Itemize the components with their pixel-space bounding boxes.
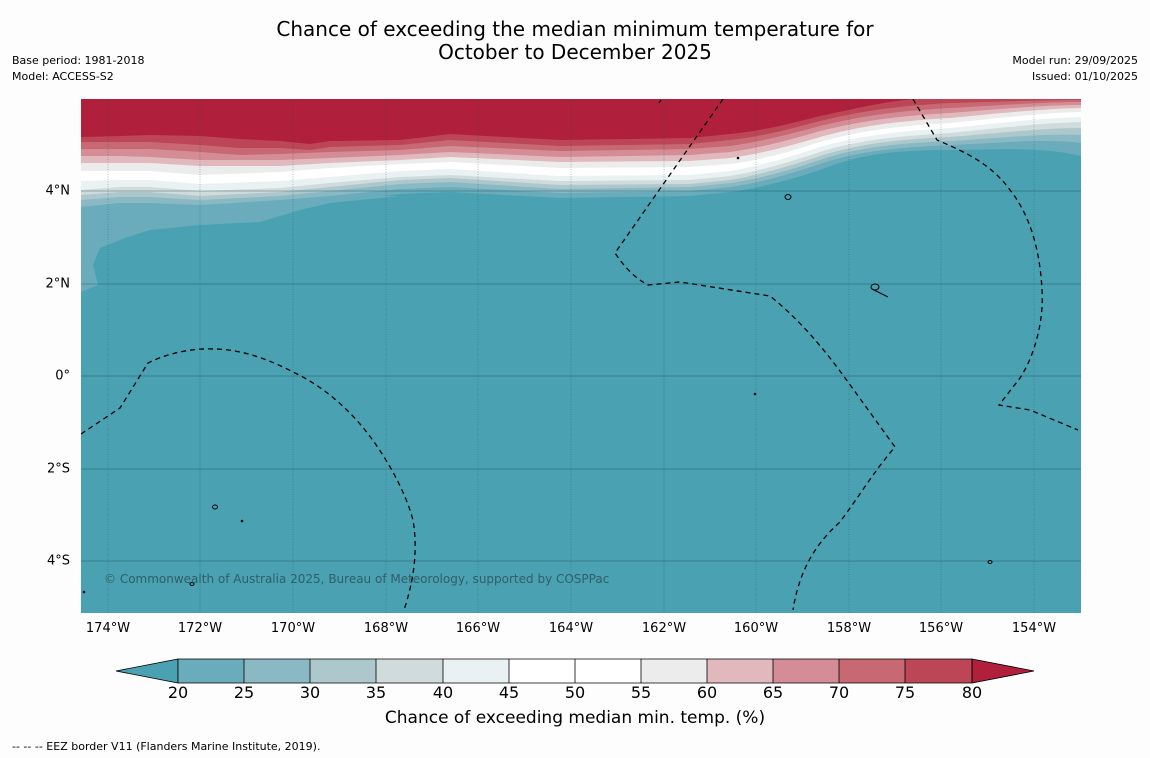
island [871,288,889,298]
island [784,194,792,200]
colorbar-bin [707,659,773,683]
colorbar-dividers [177,658,973,684]
eez-border-top [658,99,662,104]
graticule [107,99,1035,613]
model-run: Model run: 29/09/2025 [1012,54,1138,67]
title-line-1: Chance of exceeding the median minimum t… [276,17,874,41]
colorbar-lower-arrow [115,658,179,684]
colorbar-bin [839,659,905,683]
copyright-notice: © Commonwealth of Australia 2025, Bureau… [104,572,610,586]
colorbar-tick: 35 [365,683,387,702]
lon-tick: 166°W [455,621,501,636]
colorbar-bin [773,659,839,683]
colorbar-bin [905,659,972,683]
lat-tick: 2°N [45,276,71,292]
colorbar-tick: 60 [696,683,718,702]
colorbar-bin [443,659,509,683]
colorbar-tick: 80 [961,683,983,702]
lon-tick: 168°W [363,621,409,636]
colorbar-tick: 50 [564,683,586,702]
probability-field [81,99,1081,613]
eez-borders [81,99,1079,611]
lon-tick: 160°W [733,621,779,636]
lon-tick: 162°W [641,621,687,636]
lon-tick: 170°W [270,621,316,636]
lon-tick: 164°W [548,621,594,636]
colorbar-tick: 45 [498,683,520,702]
eez-footnote: -- -- -- EEZ border V11 (Flanders Marine… [12,740,321,753]
island [736,156,740,160]
eez-border-west [81,348,416,611]
colorbar-bin [178,659,244,683]
colorbar-label: Chance of exceeding median min. temp. (%… [384,708,766,728]
lon-tick: 172°W [177,621,223,636]
lat-tick: 0° [55,368,70,384]
colorbar-tick: 55 [630,683,652,702]
colorbar-bin [641,659,707,683]
colorbar-tick: 40 [432,683,454,702]
island [212,504,218,510]
eez-border-central [614,99,896,611]
base-period: Base period: 1981-2018 [12,54,145,67]
lat-tick: 4°N [45,183,71,199]
island [189,582,195,586]
issued-date: Issued: 01/10/2025 [1031,70,1138,83]
island [240,519,244,523]
colorbar-tick: 65 [762,683,784,702]
island [987,560,993,564]
island [753,392,757,396]
island [82,590,86,594]
lon-tick: 158°W [826,621,872,636]
lon-tick: 156°W [918,621,964,636]
lat-tick: 4°S [46,553,70,569]
colorbar-bin [376,659,443,683]
colorbar-bin [575,659,641,683]
colorbar [115,658,1035,684]
lat-tick: 2°S [46,461,70,477]
band-gt80 [81,99,915,144]
colorbar-tick: 75 [894,683,916,702]
colorbar-tick: 70 [828,683,850,702]
title-line-2: October to December 2025 [438,40,712,64]
map-title: Chance of exceeding the median minimum t… [0,18,1150,64]
colorbar-bin [509,659,575,683]
islands [82,156,993,594]
colorbar-tick: 20 [167,683,189,702]
model-info: Base period: 1981-2018 Model: ACCESS-S2 [12,53,144,85]
latitude-lines [81,190,1081,562]
colorbar-bin [310,659,376,683]
lon-tick: 154°W [1011,621,1057,636]
colorbar-tick: 30 [299,683,321,702]
model-name: Model: ACCESS-S2 [12,70,114,83]
run-info: Model run: 29/09/2025 Issued: 01/10/2025 [1012,53,1138,85]
lon-tick: 174°W [85,621,131,636]
colorbar-tick: 25 [233,683,255,702]
colorbar-bin [244,659,310,683]
colorbar-upper-arrow [971,658,1035,684]
